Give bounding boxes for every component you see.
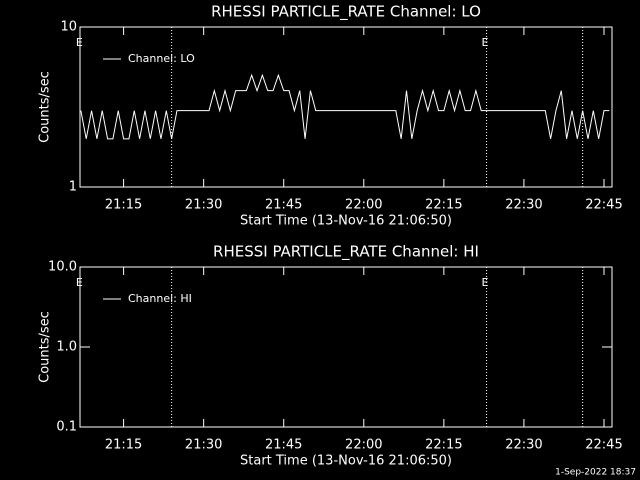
y-axis-label: Counts/sec bbox=[38, 71, 53, 143]
x-axis-label: Start Time (13-Nov-16 21:06:50) bbox=[240, 454, 452, 469]
chart-title: RHESSI PARTICLE_RATE Channel: LO bbox=[211, 3, 481, 22]
chart-title: RHESSI PARTICLE_RATE Channel: HI bbox=[213, 243, 479, 262]
x-tick-label: 21:30 bbox=[185, 198, 222, 213]
annotation: E bbox=[482, 36, 489, 49]
x-tick-label: 22:45 bbox=[585, 438, 622, 453]
footer: 1-Sep-2022 18:37 bbox=[555, 468, 636, 478]
x-axis-label: Start Time (13-Nov-16 21:06:50) bbox=[240, 214, 452, 229]
x-tick-label: 22:00 bbox=[345, 198, 382, 213]
y-axis-label: Counts/sec bbox=[38, 311, 53, 383]
x-tick-label: 22:45 bbox=[585, 198, 622, 213]
y-tick-label: 10 bbox=[60, 20, 77, 35]
legend-label: Channel: LO bbox=[128, 52, 195, 65]
x-tick-label: 22:00 bbox=[345, 438, 382, 453]
x-tick-label: 21:45 bbox=[265, 438, 302, 453]
x-tick-label: 21:15 bbox=[105, 198, 142, 213]
annotation: E bbox=[76, 276, 83, 289]
y-tick-label: 1.0 bbox=[56, 340, 77, 355]
x-tick-label: 22:30 bbox=[505, 438, 542, 453]
y-tick-label: 1 bbox=[69, 180, 77, 195]
x-tick-label: 22:15 bbox=[425, 198, 462, 213]
x-tick-label: 22:30 bbox=[505, 198, 542, 213]
annotation: E bbox=[76, 36, 83, 49]
x-tick-label: 22:15 bbox=[425, 438, 462, 453]
x-tick-label: 21:45 bbox=[265, 198, 302, 213]
x-tick-label: 21:15 bbox=[105, 438, 142, 453]
y-tick-label: 0.1 bbox=[56, 420, 77, 435]
y-tick-label: 10.0 bbox=[48, 260, 77, 275]
annotation: E bbox=[482, 276, 489, 289]
x-tick-label: 21:30 bbox=[185, 438, 222, 453]
plot-frame bbox=[79, 26, 613, 188]
data-line bbox=[80, 73, 610, 140]
legend-label: Channel: HI bbox=[128, 292, 192, 305]
